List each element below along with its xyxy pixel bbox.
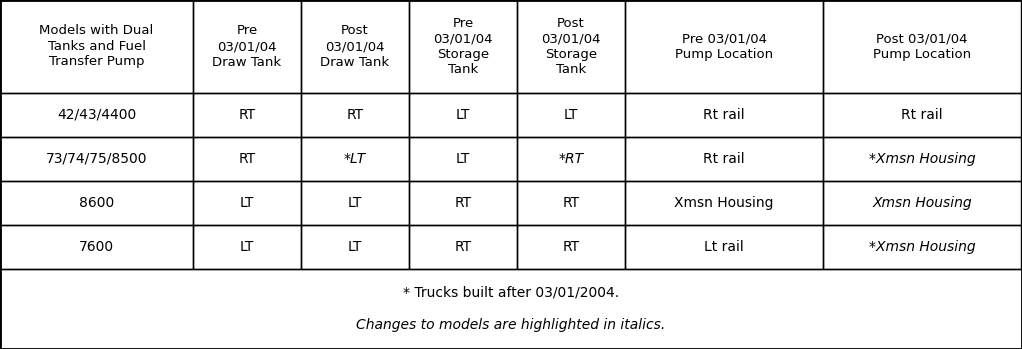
Bar — [517, 181, 625, 225]
Bar — [823, 225, 1021, 269]
Text: Pre
03/01/04
Storage
Tank: Pre 03/01/04 Storage Tank — [433, 17, 493, 76]
Bar — [193, 137, 301, 181]
Bar — [517, 93, 625, 137]
Bar — [301, 181, 409, 225]
Bar — [0, 93, 193, 137]
Bar — [301, 0, 409, 93]
Text: LT: LT — [456, 152, 470, 166]
Text: RT: RT — [238, 108, 256, 122]
Text: Pre 03/01/04
Pump Location: Pre 03/01/04 Pump Location — [675, 32, 773, 61]
Text: Rt rail: Rt rail — [703, 108, 745, 122]
Text: *LT: *LT — [343, 152, 366, 166]
Bar — [409, 181, 517, 225]
Bar — [193, 0, 301, 93]
Bar — [823, 0, 1021, 93]
Text: RT: RT — [455, 196, 471, 210]
Bar — [301, 93, 409, 137]
Text: *Xmsn Housing: *Xmsn Housing — [869, 240, 975, 254]
Text: RT: RT — [455, 240, 471, 254]
Text: *RT: *RT — [558, 152, 584, 166]
Text: LT: LT — [564, 108, 578, 122]
Bar — [301, 225, 409, 269]
Text: * Trucks built after 03/01/2004.: * Trucks built after 03/01/2004. — [403, 286, 619, 300]
Bar — [193, 93, 301, 137]
Bar — [823, 93, 1021, 137]
Text: Post
03/01/04
Storage
Tank: Post 03/01/04 Storage Tank — [542, 17, 601, 76]
Bar — [625, 93, 823, 137]
Text: Post 03/01/04
Pump Location: Post 03/01/04 Pump Location — [873, 32, 971, 61]
Text: Lt rail: Lt rail — [704, 240, 744, 254]
Text: RT: RT — [562, 196, 579, 210]
Bar — [0, 0, 193, 93]
Text: Xmsn Housing: Xmsn Housing — [872, 196, 972, 210]
Text: 73/74/75/8500: 73/74/75/8500 — [46, 152, 147, 166]
Text: 8600: 8600 — [79, 196, 114, 210]
Text: LT: LT — [347, 196, 362, 210]
Text: 42/43/4400: 42/43/4400 — [57, 108, 136, 122]
Bar — [0, 181, 193, 225]
Text: Changes to models are highlighted in italics.: Changes to models are highlighted in ita… — [357, 318, 665, 332]
Bar — [823, 181, 1021, 225]
Bar — [0, 269, 1022, 349]
Bar — [823, 137, 1021, 181]
Text: Post
03/01/04
Draw Tank: Post 03/01/04 Draw Tank — [321, 24, 389, 68]
Text: *Xmsn Housing: *Xmsn Housing — [869, 152, 975, 166]
Bar — [625, 181, 823, 225]
Text: RT: RT — [346, 108, 364, 122]
Bar — [0, 137, 193, 181]
Text: Models with Dual
Tanks and Fuel
Transfer Pump: Models with Dual Tanks and Fuel Transfer… — [40, 24, 153, 68]
Text: 7600: 7600 — [79, 240, 114, 254]
Bar — [193, 181, 301, 225]
Bar — [517, 0, 625, 93]
Text: Pre
03/01/04
Draw Tank: Pre 03/01/04 Draw Tank — [213, 24, 282, 68]
Bar — [409, 137, 517, 181]
Bar — [0, 225, 193, 269]
Text: LT: LT — [240, 196, 254, 210]
Text: Xmsn Housing: Xmsn Housing — [675, 196, 774, 210]
Text: Rt rail: Rt rail — [901, 108, 943, 122]
Text: LT: LT — [456, 108, 470, 122]
Bar — [517, 225, 625, 269]
Bar — [409, 225, 517, 269]
Bar — [625, 225, 823, 269]
Text: RT: RT — [562, 240, 579, 254]
Text: Rt rail: Rt rail — [703, 152, 745, 166]
Bar — [517, 137, 625, 181]
Bar — [625, 137, 823, 181]
Text: RT: RT — [238, 152, 256, 166]
Text: LT: LT — [240, 240, 254, 254]
Bar — [409, 93, 517, 137]
Bar — [193, 225, 301, 269]
Bar — [301, 137, 409, 181]
Bar — [625, 0, 823, 93]
Text: LT: LT — [347, 240, 362, 254]
Bar — [409, 0, 517, 93]
